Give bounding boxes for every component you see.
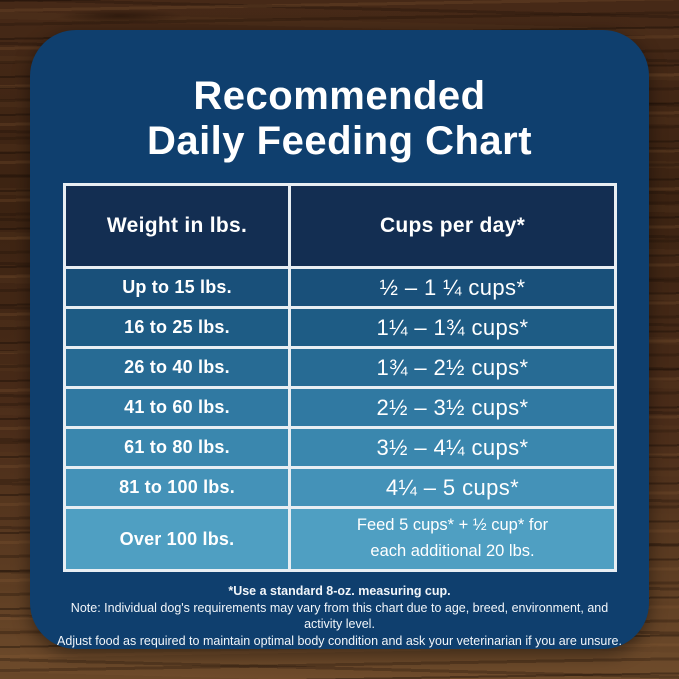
header-weight: Weight in lbs.	[66, 186, 288, 266]
weight-cell: 16 to 25 lbs.	[66, 309, 288, 346]
weight-cell: Over 100 lbs.	[66, 509, 288, 569]
cups-cell: 3½ – 4¼ cups*	[291, 429, 614, 466]
table-header-row: Weight in lbs. Cups per day*	[66, 186, 614, 266]
table-row: 61 to 80 lbs. 3½ – 4¼ cups*	[66, 429, 614, 466]
weight-cell: 81 to 100 lbs.	[66, 469, 288, 506]
cups-cell: 4¼ – 5 cups*	[291, 469, 614, 506]
weight-cell: 61 to 80 lbs.	[66, 429, 288, 466]
cups-cell: ½ – 1 ¼ cups*	[291, 269, 614, 306]
cups-cell: 1¾ – 2½ cups*	[291, 349, 614, 386]
footnote-note-line1: Note: Individual dog's requirements may …	[70, 600, 609, 632]
footnotes: *Use a standard 8-oz. measuring cup. Not…	[50, 583, 629, 649]
page-title-line2: Daily Feeding Chart	[146, 119, 533, 163]
table-row: 81 to 100 lbs. 4¼ – 5 cups*	[66, 469, 614, 506]
weight-cell: 41 to 60 lbs.	[66, 389, 288, 426]
page-title-line1: Recommended	[193, 74, 486, 118]
cups-cell-line1: Feed 5 cups* + ½ cup* for	[356, 516, 549, 535]
table-row: Over 100 lbs. Feed 5 cups* + ½ cup* for …	[66, 509, 614, 569]
footnote-note-line2: Adjust food as required to maintain opti…	[57, 633, 622, 648]
footnote-measuring-cup: *Use a standard 8-oz. measuring cup.	[228, 584, 451, 598]
weight-cell: Up to 15 lbs.	[66, 269, 288, 306]
header-cups: Cups per day*	[291, 186, 614, 266]
weight-cell: 26 to 40 lbs.	[66, 349, 288, 386]
cups-cell-line2: each additional 20 lbs.	[370, 542, 535, 560]
page-title: Recommended Daily Feeding Chart	[30, 74, 649, 164]
cups-cell: Feed 5 cups* + ½ cup* for each additiona…	[291, 509, 614, 569]
feeding-table: Weight in lbs. Cups per day* Up to 15 lb…	[63, 183, 617, 572]
table-row: 26 to 40 lbs. 1¾ – 2½ cups*	[66, 349, 614, 386]
table-row: 16 to 25 lbs. 1¼ – 1¾ cups*	[66, 309, 614, 346]
table-row: Up to 15 lbs. ½ – 1 ¼ cups*	[66, 269, 614, 306]
cups-cell: 1¼ – 1¾ cups*	[291, 309, 614, 346]
feeding-chart-card: Recommended Daily Feeding Chart Weight in…	[30, 30, 649, 649]
cups-cell: 2½ – 3½ cups*	[291, 389, 614, 426]
table-row: 41 to 60 lbs. 2½ – 3½ cups*	[66, 389, 614, 426]
